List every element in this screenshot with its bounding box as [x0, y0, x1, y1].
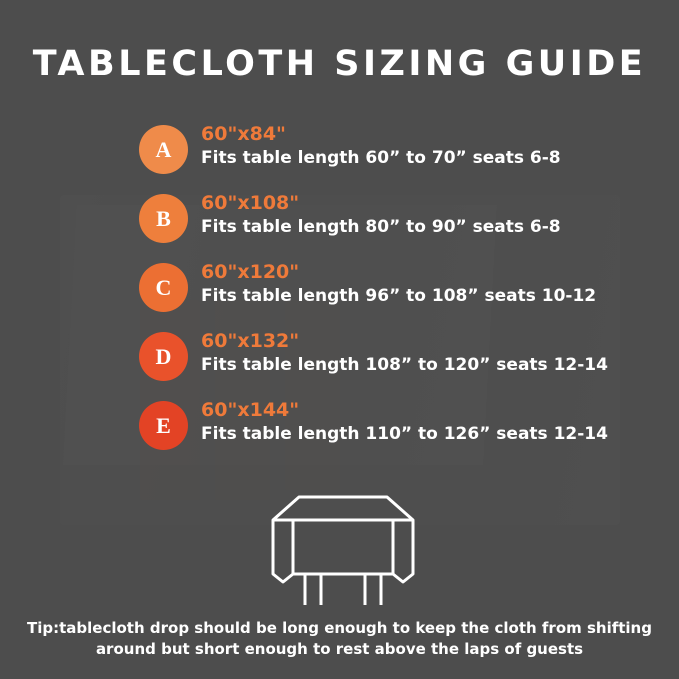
page-title: TABLECLOTH SIZING GUIDE — [32, 44, 647, 84]
size-desc-c: Fits table length 96” to 108” seats 10-1… — [201, 286, 597, 306]
badge-letter-a: A — [139, 125, 188, 174]
badge-letter-c: C — [139, 263, 188, 312]
badge-letter-b: B — [139, 194, 188, 243]
size-list: A 60"x84" Fits table length 60” to 70” s… — [139, 122, 619, 470]
size-value-e: 60"x144" — [201, 399, 300, 421]
size-desc-d: Fits table length 108” to 120” seats 12-… — [201, 355, 608, 375]
row-text-b: 60"x108" Fits table length 80” to 90” se… — [201, 191, 561, 239]
list-item: B 60"x108" Fits table length 80” to 90” … — [139, 191, 619, 263]
list-item: E 60"x144" Fits table length 110” to 126… — [139, 398, 619, 470]
tip-text: Tip:tablecloth drop should be long enoug… — [0, 618, 679, 660]
list-item: A 60"x84" Fits table length 60” to 70” s… — [139, 122, 619, 194]
badge-letter-e: E — [139, 401, 188, 450]
tip-line-1: Tip:tablecloth drop should be long enoug… — [27, 619, 652, 637]
size-desc-e: Fits table length 110” to 126” seats 12-… — [201, 424, 608, 444]
size-desc-a: Fits table length 60” to 70” seats 6-8 — [201, 148, 561, 168]
row-text-e: 60"x144" Fits table length 110” to 126” … — [201, 398, 608, 446]
badge-letter-d: D — [139, 332, 188, 381]
tip-line-2: around but short enough to rest above th… — [95, 640, 584, 658]
size-value-d: 60"x132" — [201, 330, 300, 352]
size-value-a: 60"x84" — [201, 123, 286, 145]
list-item: C 60"x120" Fits table length 96” to 108”… — [139, 260, 619, 332]
row-text-c: 60"x120" Fits table length 96” to 108” s… — [201, 260, 596, 308]
row-text-d: 60"x132" Fits table length 108” to 120” … — [201, 329, 608, 377]
draped-table-icon — [243, 492, 443, 607]
size-value-c: 60"x120" — [201, 261, 300, 283]
list-item: D 60"x132" Fits table length 108” to 120… — [139, 329, 619, 401]
row-text-a: 60"x84" Fits table length 60” to 70” sea… — [201, 122, 561, 170]
size-value-b: 60"x108" — [201, 192, 300, 214]
size-desc-b: Fits table length 80” to 90” seats 6-8 — [201, 217, 561, 237]
